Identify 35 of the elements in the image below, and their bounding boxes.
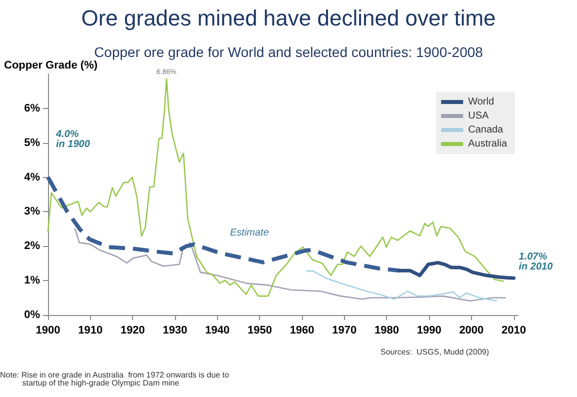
legend-label: World — [468, 96, 494, 108]
x-tick-label: 1990 — [416, 324, 442, 336]
legend-label: USA — [468, 110, 489, 122]
annotation: 1.07% in 2010 — [518, 252, 554, 273]
x-tick-label: 1920 — [120, 324, 145, 336]
legend-label: Canada — [468, 124, 504, 136]
line-series — [74, 228, 506, 302]
x-tick-label: 2010 — [502, 324, 526, 336]
x-tick-label: 1970 — [332, 324, 357, 336]
y-axis-title: Copper Grade (%) — [4, 60, 98, 72]
chart-title: Ore grades mined have declined over time — [81, 6, 496, 30]
y-tick-label: 4% — [24, 171, 40, 184]
y-tick-label: 5% — [24, 136, 40, 149]
x-tick-label: 1980 — [374, 324, 399, 336]
x-tick-label: 1900 — [36, 324, 60, 336]
x-tick-label: 1930 — [162, 324, 188, 336]
chart-subtitle: Copper ore grade for World and selected countries: 1900-2008 — [94, 44, 484, 60]
line-series — [306, 270, 498, 302]
y-tick-label: 3% — [24, 206, 40, 218]
line-series — [46, 175, 402, 273]
x-tick-label: 1910 — [78, 324, 103, 336]
x-tick-label: 1960 — [290, 324, 314, 336]
annotation: Estimate — [230, 228, 270, 238]
x-tick-label: 1940 — [205, 324, 230, 336]
x-tick-label: 2000 — [459, 324, 484, 336]
y-tick-label: 0% — [24, 309, 40, 321]
y-tick-label: 2% — [24, 240, 40, 252]
line-series — [398, 260, 516, 280]
annotation: 4.0% in 1900 — [55, 128, 90, 150]
source-note: Sources: USGS, Mudd (2009) — [380, 348, 490, 356]
x-tick-label: 1950 — [247, 324, 272, 336]
y-tick-label: 1% — [24, 274, 40, 287]
y-tick-label: 6% — [24, 102, 40, 114]
text: Note: Rise in ore grade in Australia from 1972 onwards is due to startup of the high-grade Olympic Dam mine — [0, 370, 230, 388]
legend-label: Australia — [468, 138, 508, 150]
